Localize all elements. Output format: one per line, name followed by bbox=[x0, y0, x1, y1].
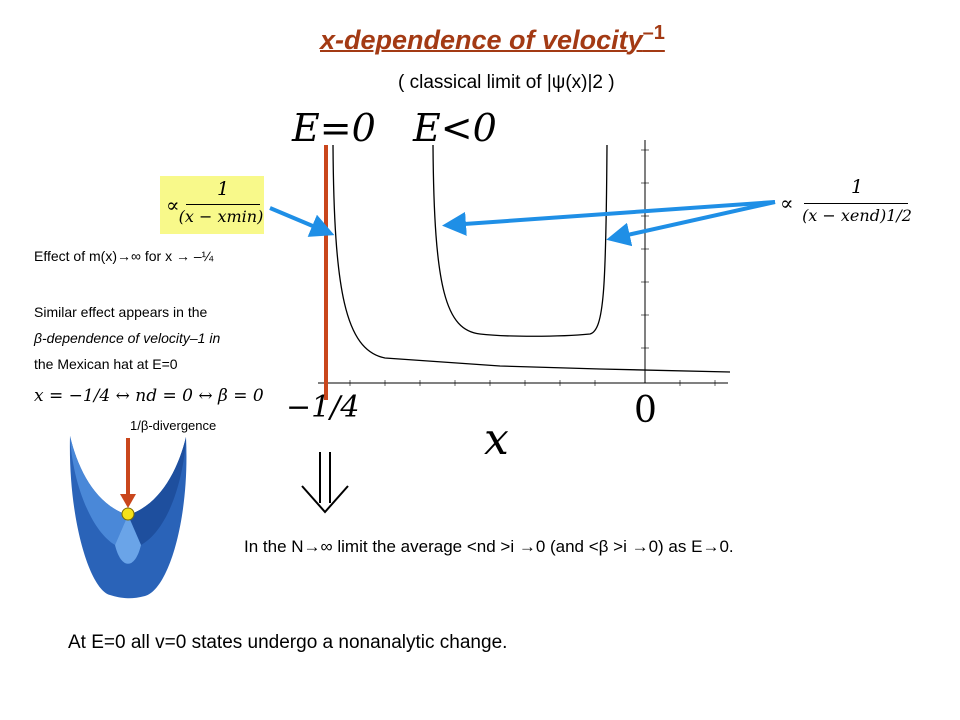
subtitle: ( classical limit of |ψ(x)|2 ) bbox=[398, 72, 615, 93]
x-tick-left: −1/4 bbox=[286, 390, 360, 425]
note-similar-3: the Mexican hat at E=0 bbox=[34, 356, 178, 372]
proportional-right-numerator: 1 bbox=[850, 176, 864, 198]
proportional-left-numerator: 1 bbox=[216, 178, 230, 200]
note-similar-1: Similar effect appears in the bbox=[34, 304, 208, 320]
proportional-right-fraction-bar bbox=[804, 203, 908, 204]
arrow-right-to-e-negative-edge bbox=[606, 200, 776, 247]
double-down-arrow bbox=[301, 452, 349, 514]
hat-pointer-head bbox=[120, 494, 136, 508]
title-text: x-dependence of velocity bbox=[320, 25, 643, 55]
proportional-right-symbol: ∝ bbox=[780, 191, 794, 215]
proportional-left-symbol: ∝ bbox=[166, 193, 180, 217]
note-equivalence: x = −1/4 ↔ nd = 0 ↔ β = 0 bbox=[34, 386, 264, 406]
mexican-hat-figure bbox=[69, 436, 187, 599]
curve-e-negative bbox=[432, 144, 608, 337]
proportional-left-denominator: (x − xmin) bbox=[178, 207, 264, 226]
page-title: x-dependence of velocity–1 bbox=[320, 22, 665, 56]
proportional-left-box: ∝ 1 (x − xmin) bbox=[160, 176, 264, 234]
hat-ball bbox=[121, 507, 135, 521]
x-axis-label: x bbox=[484, 414, 509, 465]
arrow-left-formula bbox=[269, 206, 335, 237]
conclusion-text: At E=0 all v=0 states undergo a nonanaly… bbox=[68, 632, 508, 653]
y-axis-minor-ticks bbox=[641, 149, 649, 349]
curve-e-zero bbox=[332, 144, 731, 373]
proportional-right: ∝ 1 (x − xend)1/2 bbox=[780, 176, 920, 234]
label-e-zero: E=0 bbox=[292, 106, 376, 150]
proportional-right-denominator: (x − xend)1/2 bbox=[802, 206, 912, 225]
note-effect: Effect of m(x)→∞ for x → –¼ bbox=[34, 248, 214, 264]
x-tick-right: 0 bbox=[634, 390, 657, 431]
x-axis-minor-ticks bbox=[349, 380, 716, 386]
arrow-right-to-e-negative bbox=[442, 200, 776, 236]
note-similar-2: β-dependence of velocity–1 in bbox=[34, 330, 221, 346]
label-e-negative: E<0 bbox=[413, 106, 497, 150]
limit-statement: In the N→∞ limit the average <nd >i →0 (… bbox=[244, 537, 734, 556]
proportional-left-fraction-bar bbox=[186, 204, 260, 205]
note-divergence: 1/β-divergence bbox=[130, 418, 217, 433]
title-exponent: –1 bbox=[642, 22, 665, 44]
